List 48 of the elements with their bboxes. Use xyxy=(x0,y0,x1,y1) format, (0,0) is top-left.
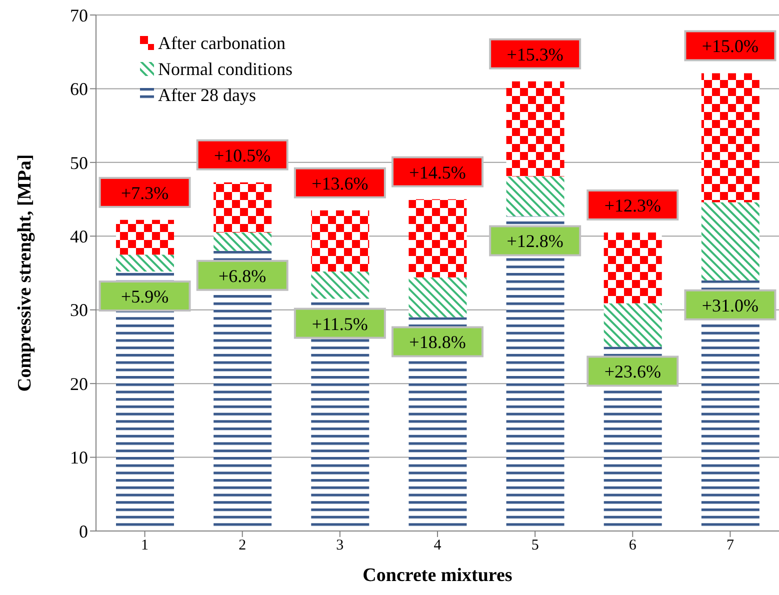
x-tick-label: 3 xyxy=(336,538,344,554)
bar xyxy=(116,220,174,255)
legend-label: Normal conditions xyxy=(158,58,292,81)
y-tick-label: 20 xyxy=(70,374,88,394)
bar xyxy=(604,303,662,347)
legend-label: After carbonation xyxy=(158,32,286,55)
y-tick-label: 0 xyxy=(79,521,88,542)
annotation: +12.8% xyxy=(506,231,564,252)
bar xyxy=(506,176,564,216)
annotation: +15.3% xyxy=(506,44,564,64)
y-tick-label: 50 xyxy=(70,152,88,173)
bar xyxy=(701,73,760,202)
x-tick-label: 1 xyxy=(141,538,149,554)
annotation: +15.0% xyxy=(702,36,759,56)
annotation: +18.8% xyxy=(409,332,466,352)
x-tick-label: 4 xyxy=(434,538,442,554)
bar xyxy=(701,202,760,280)
annotation: +5.9% xyxy=(120,286,169,307)
x-tick-label: 6 xyxy=(628,538,637,554)
annotation: +23.6% xyxy=(604,362,661,382)
bar xyxy=(311,272,370,299)
annotation: +14.5% xyxy=(409,162,466,182)
y-tick-label: 60 xyxy=(70,79,88,100)
bar xyxy=(506,81,564,176)
bar xyxy=(214,182,272,232)
x-tick-label: 5 xyxy=(531,538,539,554)
y-tick-label: 10 xyxy=(70,448,88,468)
bar xyxy=(408,277,467,318)
bar xyxy=(311,210,370,272)
x-tick-label: 7 xyxy=(726,538,734,554)
bar xyxy=(116,254,174,272)
annotation: +31.0% xyxy=(702,295,759,316)
annotation: +10.5% xyxy=(214,145,271,166)
bar xyxy=(604,232,662,304)
bar xyxy=(214,232,272,251)
y-tick-label: 40 xyxy=(70,226,88,247)
bar xyxy=(408,199,467,278)
annotation: +12.3% xyxy=(604,195,661,216)
annotation: +7.3% xyxy=(120,182,169,203)
annotation: +11.5% xyxy=(312,314,368,334)
y-tick-label: 70 xyxy=(70,5,88,26)
y-tick-label: 30 xyxy=(70,300,88,320)
annotation: +13.6% xyxy=(312,173,368,194)
y-axis-title: Compressive strenght, [MPa] xyxy=(14,154,36,392)
x-axis-title: Concrete mixtures xyxy=(362,565,512,586)
x-tick-label: 2 xyxy=(238,538,246,554)
annotation: +6.8% xyxy=(218,266,266,286)
legend-label: After 28 days xyxy=(158,84,256,107)
